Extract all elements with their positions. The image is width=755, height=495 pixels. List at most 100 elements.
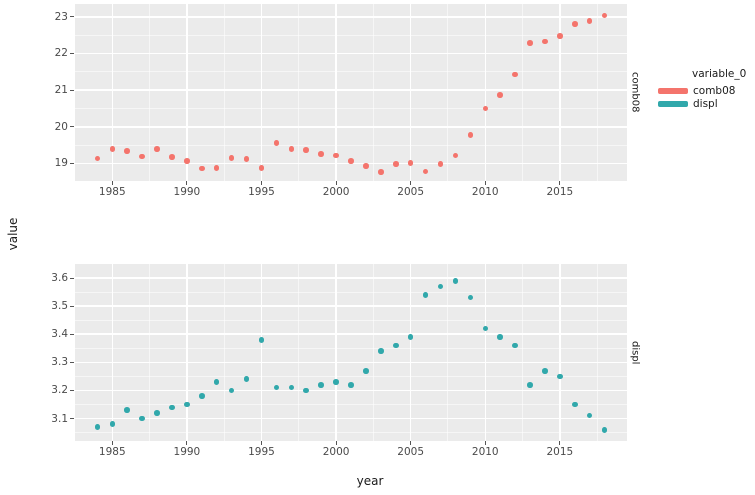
data-point [527,382,533,388]
data-point [184,401,190,408]
data-point [109,421,116,427]
data-point [258,337,265,343]
gridline-minor-vertical [372,264,374,441]
gridline-major-vertical [186,4,188,181]
gridline-major-vertical [409,264,412,441]
x-tick-mark [484,181,486,185]
gridline-minor-vertical [223,264,225,441]
gridline-major-vertical [484,264,487,441]
gridline-minor-vertical [223,4,225,181]
x-tick-label: 1990 [173,186,201,198]
gridline-minor-horizontal [75,375,627,377]
data-point [94,155,101,162]
data-point [363,368,369,374]
legend-label-comb08: comb08 [693,84,736,97]
data-point [318,382,324,388]
data-point [393,342,399,349]
gridline-minor-vertical [149,264,151,441]
data-point [139,153,145,160]
gridline-major-horizontal [75,361,627,364]
gridline-major-vertical [559,4,561,181]
legend-label-displ: displ [693,98,718,111]
data-point [378,169,384,175]
data-point [422,168,429,175]
x-tick-label: 1990 [173,446,201,458]
y-tick-label: 22 [54,47,68,60]
data-point [572,21,578,27]
gridline-major-vertical [111,4,114,181]
gridline-minor-horizontal [75,291,627,293]
data-point [228,387,235,394]
x-tick-label: 1995 [248,446,275,458]
gridline-major-horizontal [75,52,627,55]
x-tick-label: 2010 [471,446,499,458]
facet-panel-comb08 [75,4,627,181]
data-point [184,158,190,164]
gridline-major-vertical [335,264,337,441]
data-point [243,376,250,382]
x-tick-mark [260,441,262,445]
x-tick-mark [186,181,188,185]
data-point [213,379,220,385]
data-point [199,393,205,399]
data-point [124,407,130,413]
x-tick-label: 1985 [98,446,126,458]
data-point [378,348,384,354]
gridline-minor-horizontal [75,319,627,321]
data-point [213,165,220,171]
data-point [273,140,280,146]
gridline-major-vertical [260,264,263,441]
x-tick-mark [260,181,262,185]
facet-strip-comb08: comb08 [629,72,641,113]
gridline-minor-horizontal [75,34,627,36]
gridline-major-horizontal [75,277,627,279]
gridline-major-vertical [111,264,114,441]
y-tick-mark [69,52,74,54]
data-point [333,379,339,385]
gridline-minor-horizontal [75,347,627,349]
y-tick-mark [69,361,74,363]
data-point [557,373,563,380]
gridline-minor-vertical [372,4,374,181]
legend-swatch-displ-icon [658,101,688,108]
y-tick-label: 20 [54,120,68,133]
data-point [482,325,489,332]
data-point [422,292,429,298]
legend-entry-displ: displ [658,98,755,112]
x-tick-label: 2005 [397,446,425,458]
data-point [601,427,608,433]
gridline-minor-vertical [298,4,300,181]
data-point [139,415,145,422]
x-tick-mark [559,441,561,445]
data-point [497,334,503,340]
data-point [318,151,324,157]
gridline-major-vertical [484,4,487,181]
gridline-minor-vertical [596,264,598,441]
data-point [333,152,339,159]
x-tick-mark [186,441,188,445]
facet-strip-displ: displ [629,340,641,365]
data-point [601,12,608,19]
gridline-minor-horizontal [75,107,627,109]
gridline-minor-horizontal [75,403,627,405]
y-axis-title: value [6,217,20,251]
x-tick-label: 2015 [546,186,574,198]
gridline-major-vertical [409,4,412,181]
data-point [109,146,116,152]
gridline-major-horizontal [75,389,627,392]
data-point [273,384,280,391]
data-point [228,155,235,161]
data-point [512,342,518,349]
x-tick-mark [335,181,337,185]
gridline-minor-vertical [447,4,449,181]
y-tick-label: 3.2 [51,384,68,397]
x-tick-mark [111,181,113,185]
gridline-minor-horizontal [75,71,627,73]
data-point [169,154,175,160]
data-point [407,334,414,340]
data-point [243,156,250,162]
x-tick-label: 2000 [322,186,350,198]
gridline-major-horizontal [75,417,627,420]
y-tick-mark [69,277,74,279]
